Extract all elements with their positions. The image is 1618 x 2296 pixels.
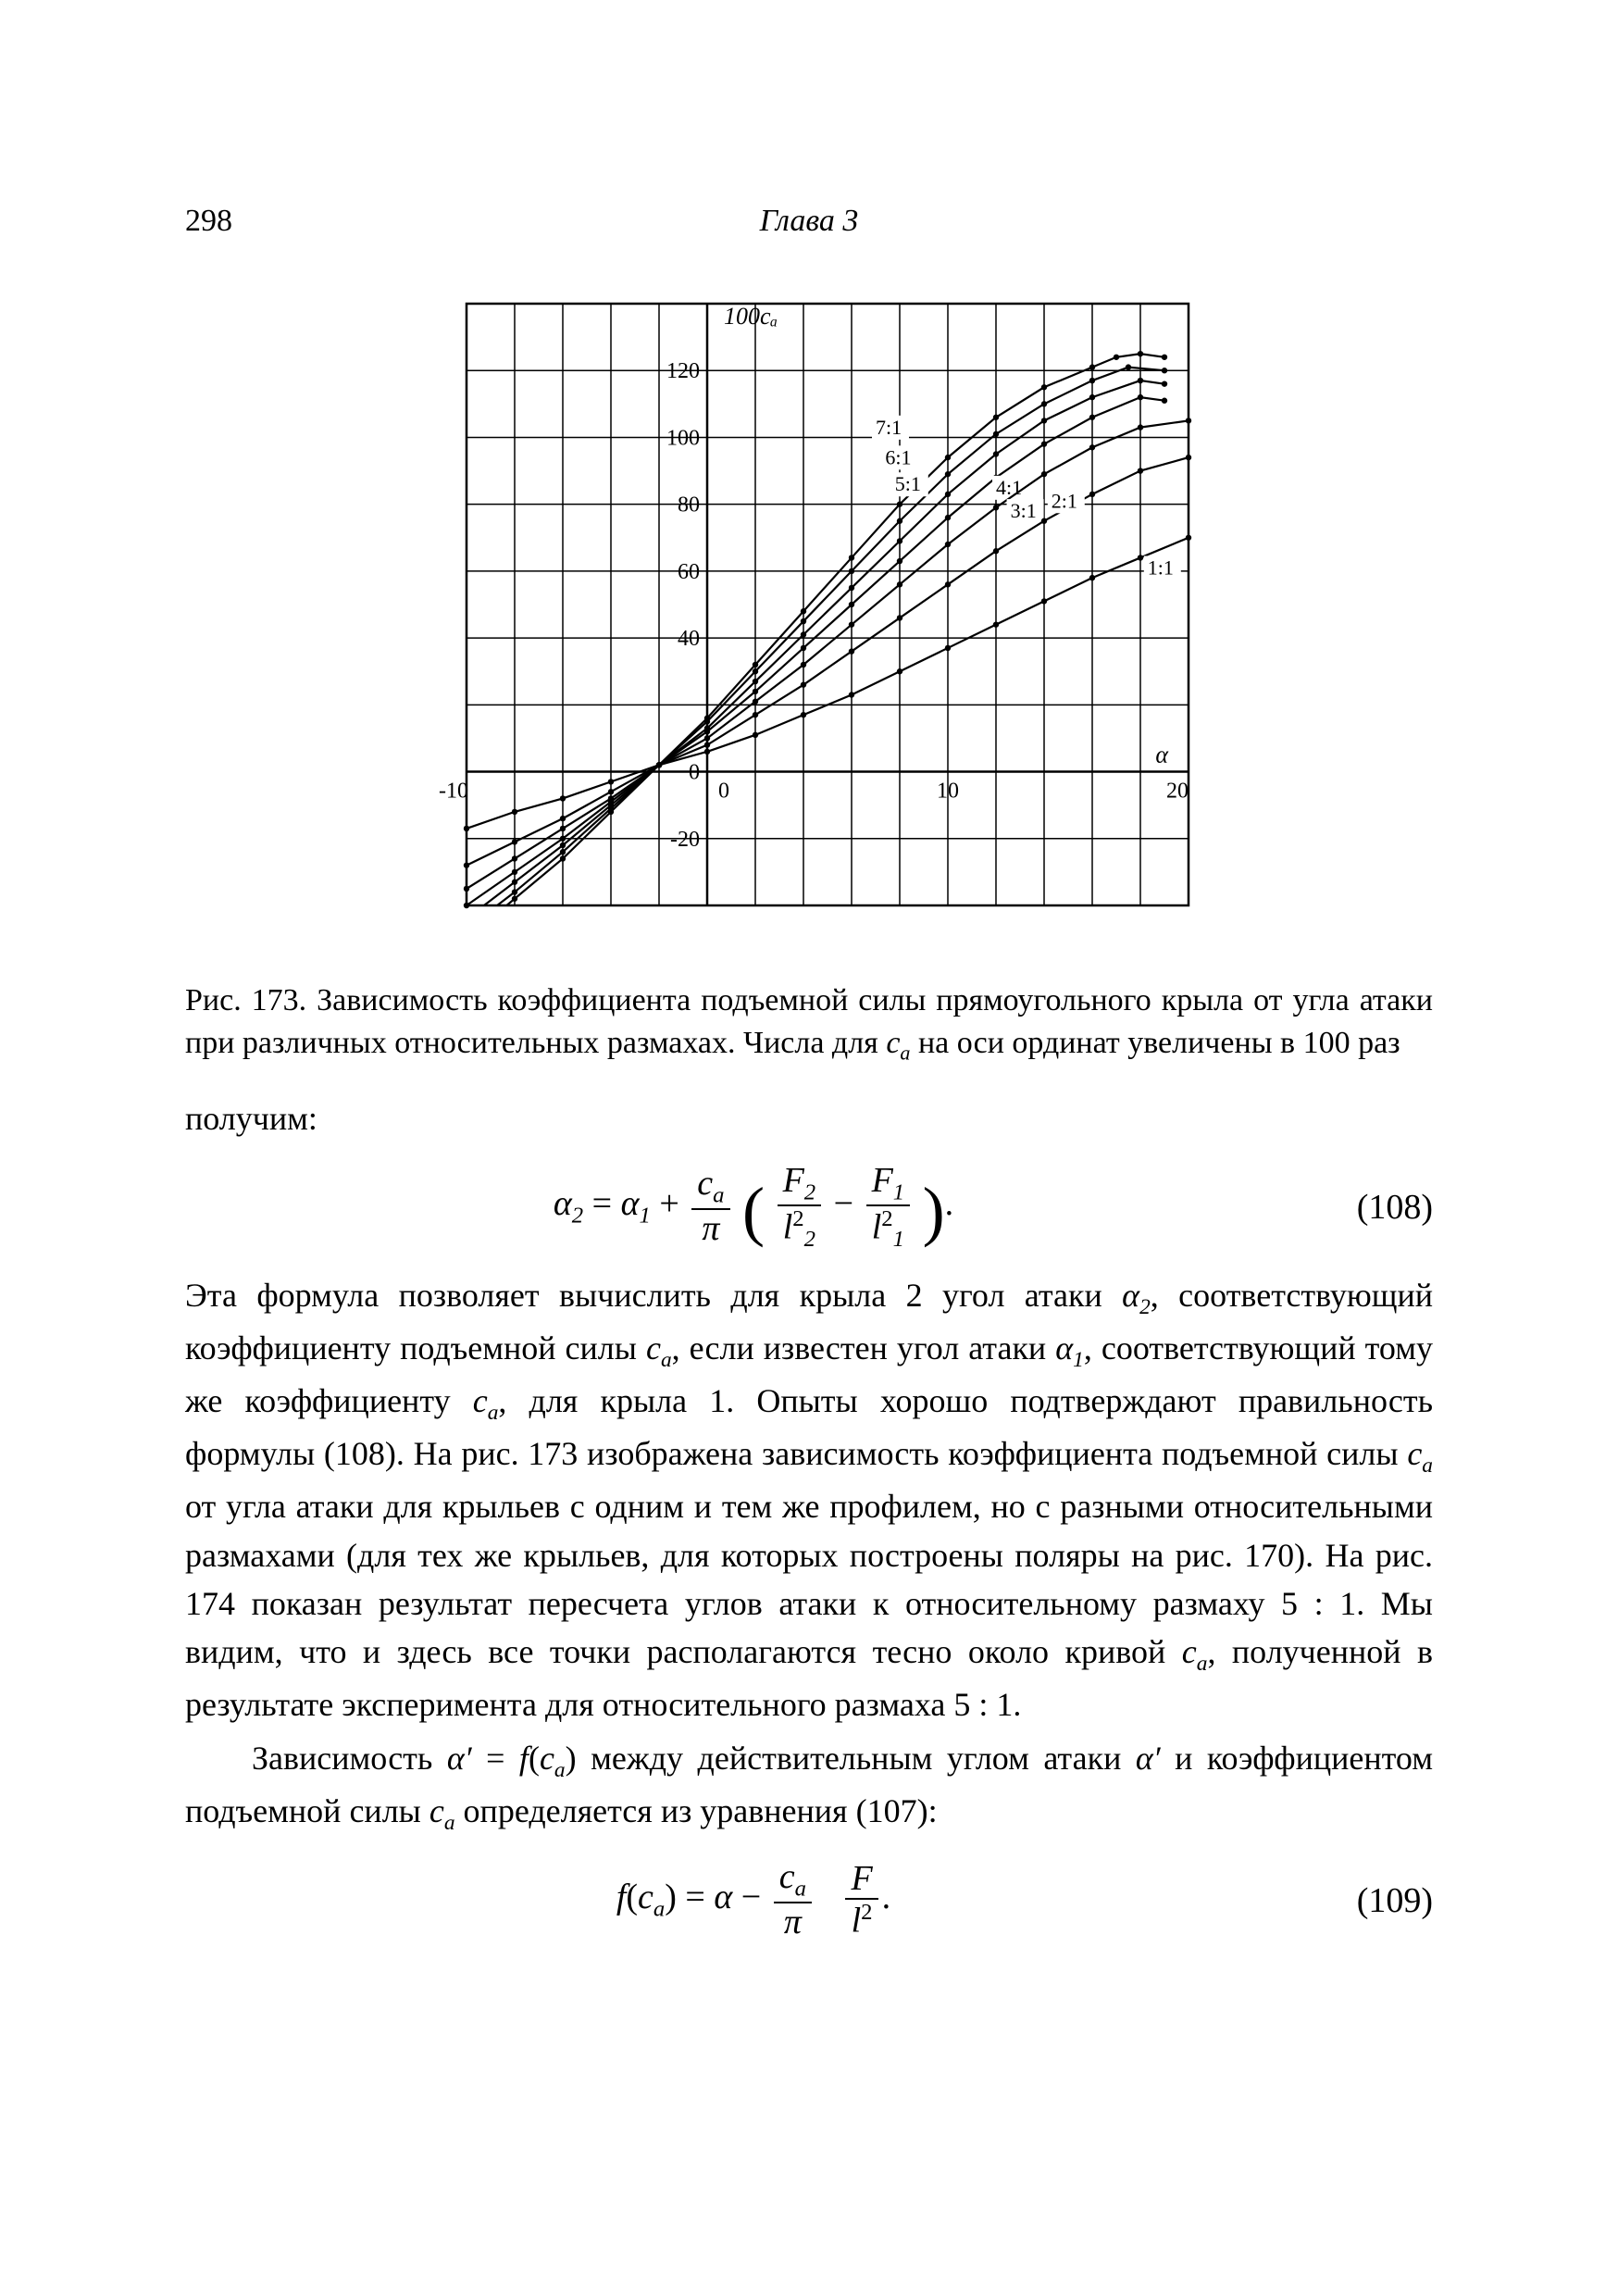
eq108-F2-sub: 2: [804, 1179, 815, 1204]
svg-text:20: 20: [1166, 780, 1189, 804]
svg-text:0: 0: [689, 761, 700, 785]
eq109-f: f: [616, 1878, 627, 1916]
p1-alpha1-sub: 1: [1073, 1348, 1084, 1372]
svg-text:100: 100: [666, 426, 700, 450]
equation-109: f(ca) = α − ca π F l2 . (109): [185, 1858, 1433, 1942]
p2-open: (: [529, 1740, 540, 1777]
p2-a: Зависимость: [252, 1740, 447, 1777]
eq108-l2-sub: 2: [804, 1228, 815, 1253]
svg-text:2:1: 2:1: [1052, 489, 1077, 512]
p1-ca2: c: [473, 1382, 488, 1419]
eq108-minus: −: [834, 1184, 863, 1223]
p2-alpha-prime-2: α′: [1136, 1740, 1161, 1777]
svg-text:80: 80: [678, 493, 700, 518]
eq108-plus: +: [659, 1184, 688, 1223]
running-header: 298 Глава 3: [185, 204, 1433, 239]
paragraph-1: Эта формула позволяет вычислить для крыл…: [185, 1271, 1433, 1728]
eq108-alpha2-sub: 2: [572, 1204, 583, 1229]
poluchim: получим:: [185, 1094, 1433, 1142]
eq109-minus: −: [741, 1878, 770, 1916]
eq109-F: F: [851, 1859, 872, 1898]
p2-close: ): [566, 1740, 577, 1777]
eq108-alpha1-sub: 1: [640, 1204, 651, 1229]
eq109-l: l: [852, 1902, 862, 1940]
p1-ca1-sub: a: [661, 1348, 672, 1372]
eq109-alpha: α: [714, 1878, 732, 1916]
eq109-ca: c: [779, 1857, 795, 1896]
p1-c: , если известен угол атаки: [672, 1329, 1056, 1366]
p2-ca-sub: a: [444, 1812, 455, 1836]
p2-b: между действительным углом атаки: [577, 1740, 1136, 1777]
eq109-c-sub: a: [653, 1897, 665, 1922]
svg-text:6:1: 6:1: [885, 445, 911, 468]
svg-text:3:1: 3:1: [1011, 499, 1037, 522]
p1-ca3-sub: a: [1422, 1454, 1433, 1478]
eq108-l1-sup: 2: [881, 1206, 892, 1231]
p1-ca4-sub: a: [1197, 1652, 1208, 1676]
p2-c: c: [540, 1740, 554, 1777]
p1-ca1: c: [646, 1329, 661, 1366]
p1-alpha2: α: [1122, 1277, 1139, 1314]
caption-text-b: на оси ординат увеличены в 100 раз: [910, 1026, 1400, 1060]
p1-alpha2-sub: 2: [1139, 1295, 1151, 1319]
eq109-eq: =: [685, 1878, 714, 1916]
svg-text:40: 40: [678, 627, 700, 651]
svg-text:-10: -10: [439, 780, 468, 804]
eq108-ca: c: [697, 1164, 713, 1203]
eq109-number: (109): [1322, 1880, 1433, 1921]
p2-ca: c: [429, 1792, 444, 1829]
eq108-rparen: ): [923, 1175, 945, 1249]
page-number: 298: [185, 204, 232, 239]
equation-108: α2 = α1 + ca π ( F2 l22 − F1 l21: [185, 1162, 1433, 1253]
p2-c-sub: a: [554, 1758, 566, 1782]
p1-ca3: c: [1407, 1435, 1422, 1472]
svg-text:60: 60: [678, 560, 700, 584]
eq109-ca-sub: a: [795, 1877, 806, 1902]
svg-text:120: 120: [666, 359, 700, 383]
p2-d: определяется из уравнения (107):: [455, 1792, 938, 1829]
svg-text:1:1: 1:1: [1148, 556, 1174, 580]
eq108-F1: F: [872, 1161, 893, 1200]
eq108-lparen: (: [742, 1175, 765, 1249]
svg-text:α: α: [1155, 742, 1169, 768]
svg-text:4:1: 4:1: [996, 476, 1022, 499]
eq108-number: (108): [1322, 1187, 1433, 1228]
page: 298 Глава 3 -20 0 40 60 80 100 120 -10 10 20 0 100c…: [0, 0, 1618, 2296]
eq109-l-sup: 2: [861, 1900, 872, 1925]
svg-text:0: 0: [718, 780, 729, 804]
svg-text:100cₐ: 100cₐ: [724, 303, 778, 330]
eq108-pi: π: [702, 1209, 719, 1248]
p1-a: Эта формула позволяет вычислить для крыл…: [185, 1277, 1122, 1314]
svg-text:5:1: 5:1: [895, 472, 921, 495]
eq109-c: c: [638, 1878, 653, 1916]
chart-svg: -20 0 40 60 80 100 120 -10 10 20 0 100cₐ α 7:1 6:1 5:1 4…: [402, 276, 1216, 942]
eq109-close: ): [665, 1878, 677, 1916]
eq109-pi: π: [784, 1903, 802, 1941]
eq108-l2-sup: 2: [792, 1206, 803, 1231]
eq108-alpha1: α: [621, 1184, 640, 1223]
eq108-eq: =: [592, 1184, 621, 1223]
caption-ca: c: [886, 1026, 900, 1060]
p2-f: f: [519, 1740, 529, 1777]
eq108-l1-sub: 1: [893, 1228, 904, 1253]
eq108-l1: l: [872, 1208, 882, 1247]
svg-text:-20: -20: [670, 828, 700, 852]
figure-173: -20 0 40 60 80 100 120 -10 10 20 0 100cₐ α 7:1 6:1 5:1 4…: [185, 276, 1433, 942]
p2-alpha-prime-1: α′: [447, 1740, 472, 1777]
p1-ca4: c: [1182, 1633, 1197, 1670]
chapter-title: Глава 3: [185, 204, 1433, 239]
paragraph-2: Зависимость α′ = f(ca) между действитель…: [185, 1734, 1433, 1840]
p1-ca2-sub: a: [488, 1401, 499, 1425]
eq108-ca-sub: a: [713, 1183, 724, 1208]
svg-text:10: 10: [937, 780, 959, 804]
eq108-alpha2: α: [554, 1184, 572, 1223]
eq109-open: (: [626, 1878, 638, 1916]
eq108-F2: F: [783, 1161, 804, 1200]
p1-alpha1: α: [1055, 1329, 1073, 1366]
eq108-F1-sub: 1: [893, 1179, 904, 1204]
figure-caption: Рис. 173. Зависимость коэффициента подъе…: [185, 980, 1433, 1067]
svg-text:7:1: 7:1: [876, 416, 902, 439]
caption-ca-sub: a: [900, 1042, 910, 1065]
eq108-l2: l: [783, 1208, 793, 1247]
